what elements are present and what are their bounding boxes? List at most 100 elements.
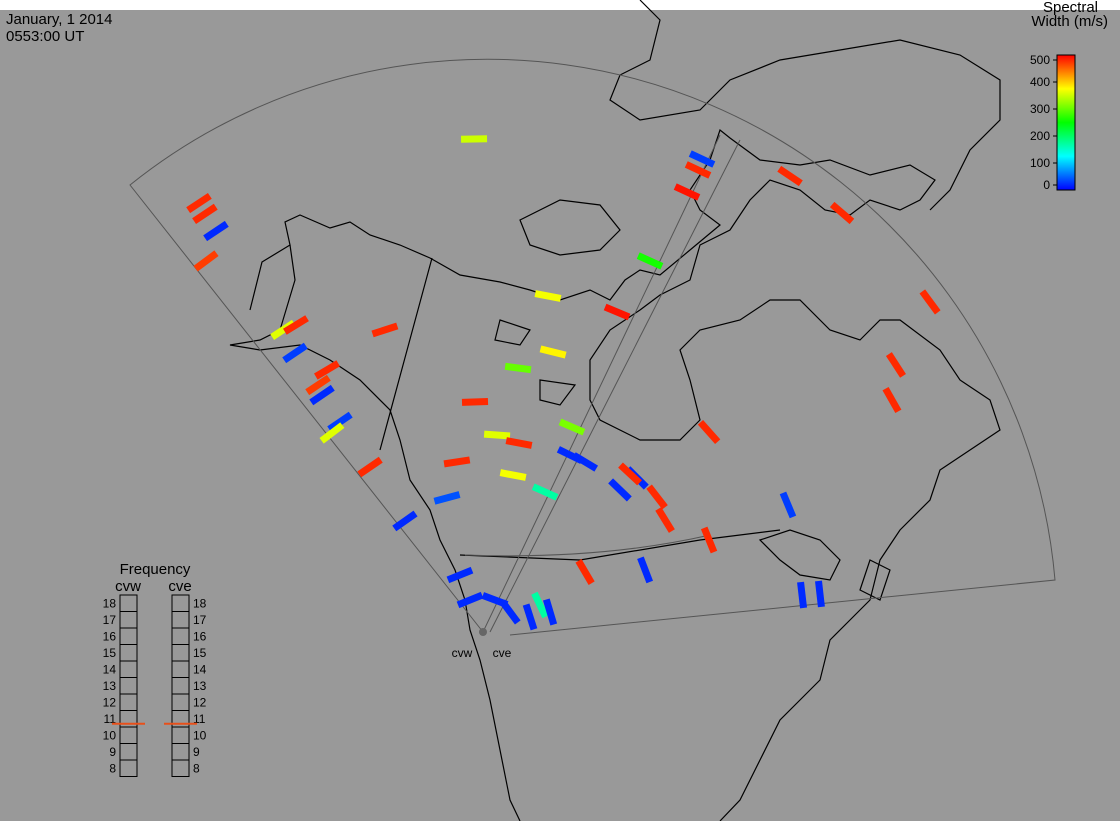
radar-cell xyxy=(499,469,527,481)
radar-cell xyxy=(309,384,335,406)
radar-cell xyxy=(282,342,308,364)
radar-cell xyxy=(646,484,668,510)
colorbar-tick-label: 500 xyxy=(1030,53,1050,67)
frequency-tick-label: 17 xyxy=(193,613,207,627)
radar-cell xyxy=(531,483,559,501)
radar-cell xyxy=(531,591,549,619)
radar-cell xyxy=(697,419,721,445)
radar-cell xyxy=(460,135,488,143)
radar-cell xyxy=(637,556,653,584)
radar-cell xyxy=(539,345,567,359)
radar-cell xyxy=(446,566,474,584)
radar-cell xyxy=(522,603,538,631)
frequency-tick-label: 18 xyxy=(103,596,117,610)
radar-cell xyxy=(618,462,642,486)
colorbar xyxy=(1056,54,1076,191)
frequency-tick-label: 9 xyxy=(109,745,116,759)
radar-cell xyxy=(542,598,558,626)
frequency-tick-label: 13 xyxy=(193,679,207,693)
frequency-tick-label: 14 xyxy=(103,662,117,676)
frequency-tick-label: 11 xyxy=(104,712,117,726)
radar-cell xyxy=(556,446,584,464)
frequency-tick-label: 15 xyxy=(103,646,117,660)
radar-cell xyxy=(575,559,595,585)
radar-cell xyxy=(700,526,718,554)
station-label: cvw xyxy=(452,646,473,660)
coast xyxy=(249,128,1001,821)
radar-cell xyxy=(558,418,586,436)
radar-cell xyxy=(797,581,808,609)
radar-cell xyxy=(534,290,562,302)
frequency-tick-label: 10 xyxy=(103,728,117,742)
radar-cell xyxy=(885,352,906,378)
frequency-tick-label: 15 xyxy=(193,646,207,660)
radar-cell xyxy=(305,374,331,396)
colorbar-tick-label: 100 xyxy=(1030,156,1050,170)
coast xyxy=(229,244,521,821)
radar-cell xyxy=(481,592,509,608)
radar-cell xyxy=(636,252,664,270)
frequency-tick-label: 13 xyxy=(103,679,117,693)
radar-cell xyxy=(684,161,712,179)
frequency-tick-label: 10 xyxy=(193,728,207,742)
top-strip xyxy=(0,0,1120,10)
beam-line xyxy=(482,134,741,633)
radar-cell xyxy=(283,315,309,335)
radar-cell xyxy=(433,491,461,505)
coastlines xyxy=(229,0,1001,821)
colorbar-tick-label: 200 xyxy=(1030,129,1050,143)
radar-cell xyxy=(882,386,902,414)
coast xyxy=(609,0,1001,211)
latitude-line xyxy=(464,534,711,557)
islands xyxy=(494,199,621,406)
fan-outline xyxy=(129,58,1056,636)
radar-name: cve xyxy=(168,578,191,595)
radar-cell xyxy=(483,430,511,440)
time: 0553:00 UT xyxy=(6,28,84,45)
radar-name: cvw xyxy=(115,578,141,595)
fan xyxy=(129,58,1056,636)
radar-cell xyxy=(186,192,212,214)
radar-cell xyxy=(392,510,418,532)
colorbar-title: Width (m/s) xyxy=(1031,13,1108,30)
radar-cell xyxy=(505,437,533,449)
colorbar-tick-label: 300 xyxy=(1030,102,1050,116)
frequency-tick-label: 16 xyxy=(103,629,117,643)
frequency-tick-label: 8 xyxy=(193,761,200,775)
radar-cell xyxy=(327,411,353,433)
radar-cell xyxy=(203,220,229,242)
radar-cell xyxy=(461,397,489,406)
frequency-tick-label: 18 xyxy=(193,596,207,610)
date: January, 1 2014 xyxy=(6,11,112,28)
radar-cell xyxy=(319,422,345,444)
radar-cell xyxy=(456,591,484,609)
radar-cell xyxy=(815,580,825,608)
radar-cell xyxy=(357,456,383,478)
radar-cell xyxy=(603,303,631,321)
frequency-tick-label: 12 xyxy=(103,695,117,709)
radar-cell xyxy=(688,150,716,168)
radar-cell xyxy=(192,203,218,225)
radar-cell xyxy=(193,250,219,272)
frequency-title: Frequency xyxy=(120,561,191,578)
radar-cell xyxy=(314,360,340,380)
radar-cell xyxy=(608,478,632,502)
radar-site xyxy=(479,628,487,636)
radar-cell xyxy=(779,491,797,519)
great-lakes xyxy=(758,529,891,601)
borders xyxy=(379,257,781,561)
frequency-tick-label: 16 xyxy=(193,629,207,643)
radar-cell xyxy=(919,289,941,315)
frequency-box xyxy=(171,594,190,612)
colorbar-tick-label: 400 xyxy=(1030,75,1050,89)
radar-cell xyxy=(504,362,532,374)
radar-cell xyxy=(443,456,471,468)
frequency-box xyxy=(119,594,138,612)
radar-cell xyxy=(673,183,701,201)
radar-cell xyxy=(777,165,803,187)
station-label: cve xyxy=(493,646,512,660)
frequency-tick-label: 9 xyxy=(193,745,200,759)
frequency-tick-label: 8 xyxy=(109,761,116,775)
frequency-tick-label: 14 xyxy=(193,662,207,676)
